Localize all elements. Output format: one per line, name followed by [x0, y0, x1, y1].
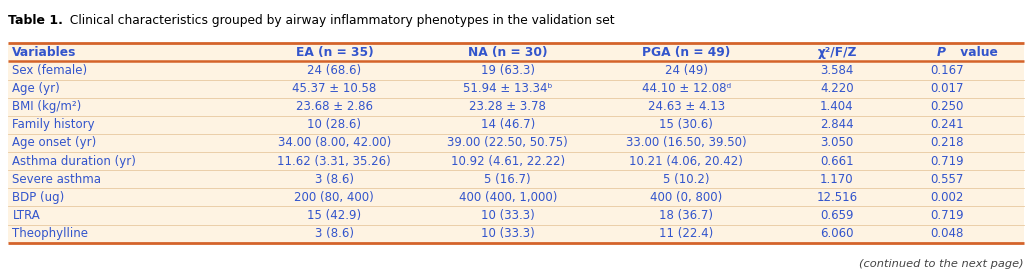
Text: Age (yr): Age (yr)	[12, 82, 60, 95]
Text: 3 (8.6): 3 (8.6)	[315, 227, 354, 240]
Text: 0.017: 0.017	[931, 82, 964, 95]
Text: EA (n = 35): EA (n = 35)	[295, 46, 374, 59]
Text: 0.250: 0.250	[931, 100, 964, 113]
Text: 39.00 (22.50, 50.75): 39.00 (22.50, 50.75)	[447, 136, 569, 150]
Text: Asthma duration (yr): Asthma duration (yr)	[12, 155, 136, 168]
Text: 0.659: 0.659	[820, 209, 853, 222]
Text: PGA (n = 49): PGA (n = 49)	[642, 46, 731, 59]
Text: 6.060: 6.060	[820, 227, 853, 240]
Text: 33.00 (16.50, 39.50): 33.00 (16.50, 39.50)	[626, 136, 746, 150]
Text: 45.37 ± 10.58: 45.37 ± 10.58	[292, 82, 377, 95]
Text: 23.28 ± 3.78: 23.28 ± 3.78	[470, 100, 546, 113]
Bar	[8, 43, 1024, 61]
Text: 23.68 ± 2.86: 23.68 ± 2.86	[296, 100, 373, 113]
Text: 0.557: 0.557	[931, 173, 964, 186]
Text: 2.844: 2.844	[820, 118, 853, 131]
Text: 400 (0, 800): 400 (0, 800)	[650, 191, 722, 204]
Bar	[8, 116, 1024, 134]
Text: 0.048: 0.048	[931, 227, 964, 240]
Bar	[8, 61, 1024, 80]
Text: Family history: Family history	[12, 118, 95, 131]
Text: 5 (16.7): 5 (16.7)	[484, 173, 531, 186]
Text: Table 1.: Table 1.	[8, 14, 63, 27]
Text: Severe asthma: Severe asthma	[12, 173, 101, 186]
Text: 10 (33.3): 10 (33.3)	[481, 227, 535, 240]
Text: 0.002: 0.002	[931, 191, 964, 204]
Bar	[8, 170, 1024, 188]
Text: 1.404: 1.404	[820, 100, 853, 113]
Text: LTRA: LTRA	[12, 209, 40, 222]
Text: 200 (80, 400): 200 (80, 400)	[294, 191, 375, 204]
Text: 10.92 (4.61, 22.22): 10.92 (4.61, 22.22)	[451, 155, 565, 168]
Text: 3.584: 3.584	[820, 64, 853, 77]
Text: 24 (68.6): 24 (68.6)	[308, 64, 361, 77]
Text: 19 (63.3): 19 (63.3)	[481, 64, 535, 77]
Text: 400 (400, 1,000): 400 (400, 1,000)	[458, 191, 557, 204]
Text: 44.10 ± 12.08ᵈ: 44.10 ± 12.08ᵈ	[642, 82, 731, 95]
Text: BMI (kg/m²): BMI (kg/m²)	[12, 100, 82, 113]
Text: 3 (8.6): 3 (8.6)	[315, 173, 354, 186]
Text: 4.220: 4.220	[820, 82, 853, 95]
Text: 18 (36.7): 18 (36.7)	[659, 209, 713, 222]
Text: 11 (22.4): 11 (22.4)	[659, 227, 713, 240]
Text: 10 (28.6): 10 (28.6)	[308, 118, 361, 131]
Text: 11.62 (3.31, 35.26): 11.62 (3.31, 35.26)	[278, 155, 391, 168]
Text: Theophylline: Theophylline	[12, 227, 89, 240]
Bar	[8, 152, 1024, 170]
Bar	[8, 225, 1024, 243]
Bar	[8, 206, 1024, 225]
Text: 12.516: 12.516	[816, 191, 858, 204]
Text: χ²/F/Z: χ²/F/Z	[817, 46, 857, 59]
Text: 10 (33.3): 10 (33.3)	[481, 209, 535, 222]
Text: 15 (42.9): 15 (42.9)	[308, 209, 361, 222]
Text: P: P	[937, 46, 946, 59]
Bar	[8, 80, 1024, 98]
Text: 0.719: 0.719	[931, 155, 964, 168]
Text: 15 (30.6): 15 (30.6)	[659, 118, 713, 131]
Text: 0.661: 0.661	[820, 155, 853, 168]
Text: 24.63 ± 4.13: 24.63 ± 4.13	[648, 100, 724, 113]
Text: Sex (female): Sex (female)	[12, 64, 88, 77]
Text: 3.050: 3.050	[820, 136, 853, 150]
Text: Variables: Variables	[12, 46, 76, 59]
Text: BDP (ug): BDP (ug)	[12, 191, 65, 204]
Text: 1.170: 1.170	[820, 173, 853, 186]
Text: value: value	[956, 46, 998, 59]
Text: NA (n = 30): NA (n = 30)	[467, 46, 548, 59]
Text: (continued to the next page): (continued to the next page)	[859, 259, 1024, 269]
Bar	[8, 134, 1024, 152]
Bar	[8, 98, 1024, 116]
Text: 10.21 (4.06, 20.42): 10.21 (4.06, 20.42)	[630, 155, 743, 168]
Text: 34.00 (8.00, 42.00): 34.00 (8.00, 42.00)	[278, 136, 391, 150]
Text: 14 (46.7): 14 (46.7)	[481, 118, 535, 131]
Text: Clinical characteristics grouped by airway inflammatory phenotypes in the valida: Clinical characteristics grouped by airw…	[66, 14, 615, 27]
Text: 5 (10.2): 5 (10.2)	[663, 173, 710, 186]
Bar	[8, 188, 1024, 206]
Text: 0.167: 0.167	[931, 64, 964, 77]
Text: 0.241: 0.241	[931, 118, 964, 131]
Text: 51.94 ± 13.34ᵇ: 51.94 ± 13.34ᵇ	[463, 82, 552, 95]
Text: Age onset (yr): Age onset (yr)	[12, 136, 97, 150]
Text: 24 (49): 24 (49)	[665, 64, 708, 77]
Text: 0.218: 0.218	[931, 136, 964, 150]
Text: 0.719: 0.719	[931, 209, 964, 222]
